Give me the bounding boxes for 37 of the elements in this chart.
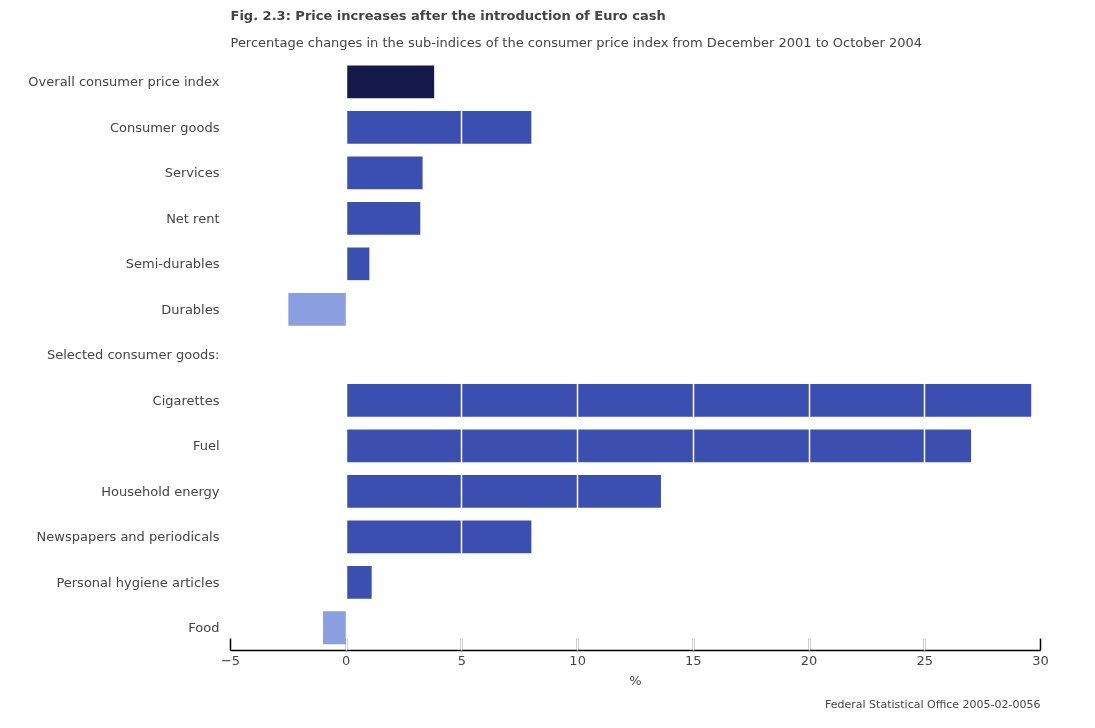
y-tick-label: Durables [161, 301, 220, 317]
bar [346, 520, 532, 554]
y-tick-label: Fuel [192, 438, 220, 454]
bar [346, 201, 421, 235]
bar [323, 611, 347, 645]
x-axis-title: % [629, 672, 642, 688]
bar [346, 429, 972, 463]
x-tick-label: 20 [800, 652, 818, 668]
text: Federal Statistical Office 2005-02-0056 [825, 697, 1041, 711]
bar [346, 247, 370, 281]
chart-subtitle: Percentage changes in the sub-indices of the consumer price index from December 2001 to October 2004 [230, 34, 923, 50]
y-tick-label: Household energy [101, 483, 220, 499]
bar [346, 110, 532, 144]
y-tick-label: Cigarettes [152, 392, 220, 408]
y-tick-label: Semi-durables [125, 256, 220, 272]
x-tick-label: 5 [457, 652, 467, 668]
bar [346, 474, 661, 508]
y-tick-label: Food [188, 620, 220, 636]
bar [346, 383, 1032, 417]
y-tick-label: Newspapers and periodicals [36, 529, 220, 545]
x-tick-label: 30 [1032, 652, 1049, 668]
x-tick-label: 15 [685, 652, 702, 668]
y-tick-label: Net rent [166, 210, 220, 226]
chart-title: Fig. 2.3: Price increases after the introduction of Euro cash [230, 7, 666, 23]
bar [288, 292, 347, 326]
x-tick-label: 25 [916, 652, 934, 668]
bar [346, 565, 372, 599]
x-tick-label: 0 [342, 652, 351, 668]
y-tick-label: Consumer goods [109, 119, 220, 135]
y-tick-label: Personal hygiene articles [56, 574, 220, 590]
bar [346, 65, 435, 99]
x-tick-label: −5 [220, 652, 241, 668]
bar [346, 156, 423, 190]
y-tick-label: Overall consumer price index [28, 74, 220, 90]
text: Selected consumer goods: [46, 347, 220, 363]
x-tick-label: 10 [569, 652, 586, 668]
y-tick-label: Services [164, 165, 220, 181]
